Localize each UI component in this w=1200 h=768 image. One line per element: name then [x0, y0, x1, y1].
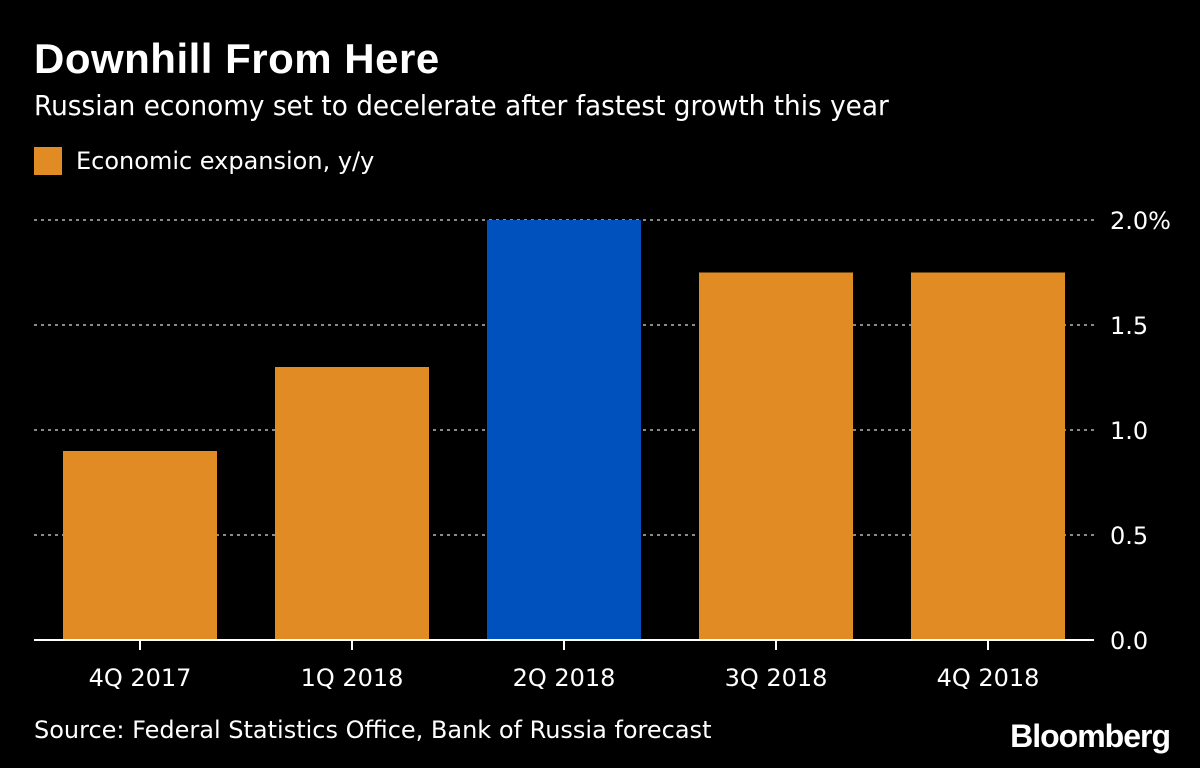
- bloomberg-logo: Bloomberg: [1010, 718, 1171, 754]
- bar: [487, 220, 641, 640]
- chart-subtitle: Russian economy set to decelerate after …: [34, 89, 889, 122]
- bar: [699, 272, 853, 640]
- x-tick-label: 4Q 2018: [937, 664, 1040, 692]
- y-tick-label: 1.0: [1110, 417, 1148, 445]
- bar: [275, 367, 429, 640]
- legend: Economic expansion, y/y: [34, 146, 374, 176]
- x-tick-label: 3Q 2018: [725, 664, 828, 692]
- chart-title: Downhill From Here: [34, 35, 440, 82]
- bar: [63, 451, 217, 640]
- source-note: Source: Federal Statistics Office, Bank …: [34, 716, 712, 744]
- x-tick-label: 4Q 2017: [89, 664, 192, 692]
- x-tick-label: 1Q 2018: [301, 664, 404, 692]
- legend-label: Economic expansion, y/y: [76, 147, 375, 175]
- x-tick-label: 2Q 2018: [513, 664, 616, 692]
- y-tick-label: 2.0%: [1110, 207, 1171, 235]
- bar: [911, 272, 1065, 640]
- y-tick-label: 1.5: [1110, 312, 1148, 340]
- y-tick-label: 0.0: [1110, 627, 1148, 655]
- y-tick-label: 0.5: [1110, 522, 1148, 550]
- legend-swatch: [34, 147, 62, 175]
